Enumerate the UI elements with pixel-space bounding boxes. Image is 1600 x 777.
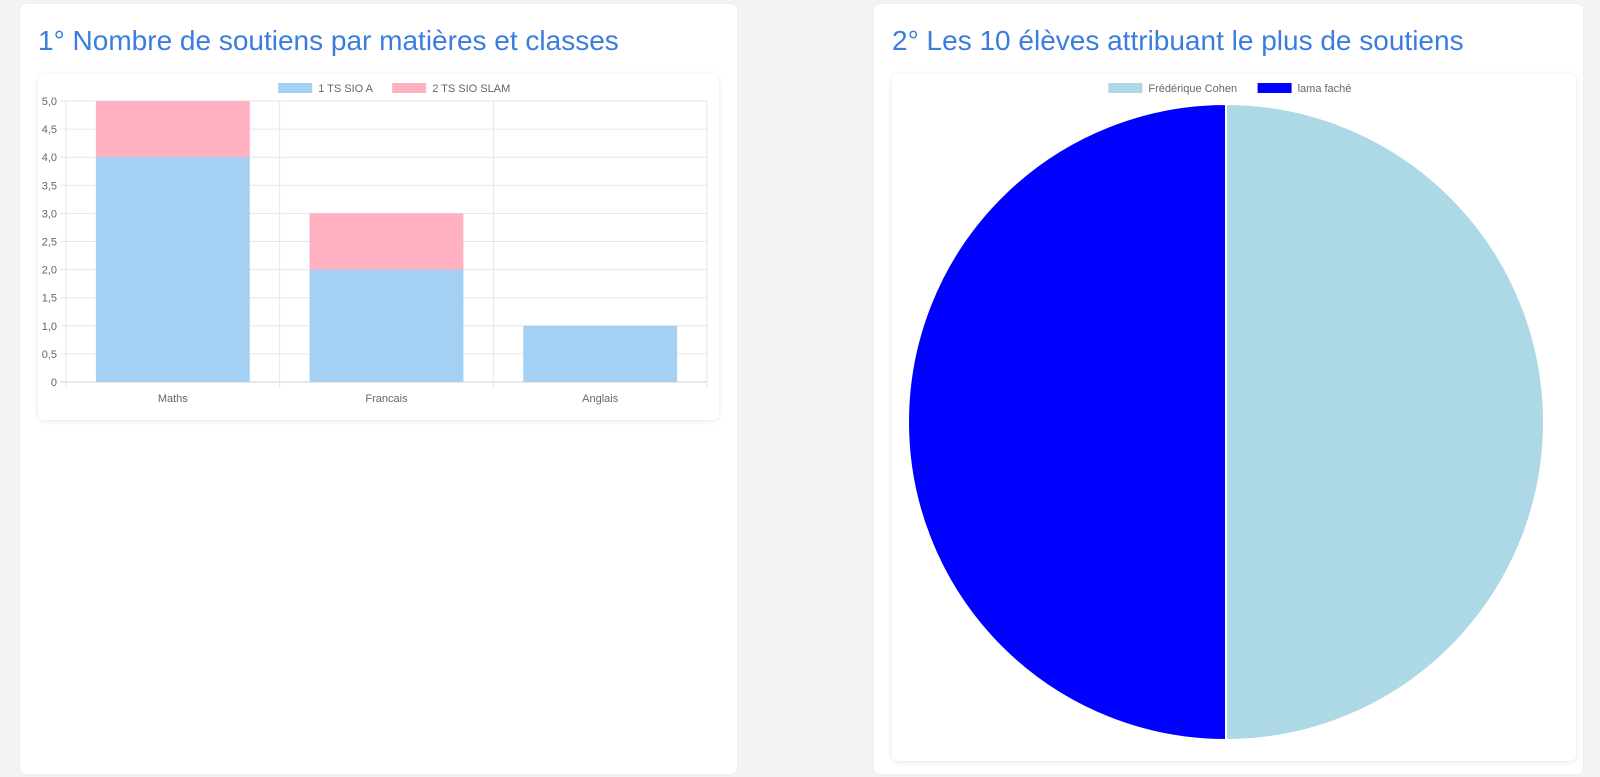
legend-label: Frédérique Cohen: [1148, 83, 1237, 95]
legend-swatch: [1257, 83, 1292, 93]
y-tick-label: 5,0: [42, 96, 57, 108]
y-tick-label: 1,0: [42, 321, 57, 333]
x-tick-label: Anglais: [582, 393, 619, 405]
panel-title: 1° Nombre de soutiens par matières et cl…: [38, 25, 619, 56]
y-tick-label: 0: [51, 377, 57, 389]
bar-segment: [309, 269, 464, 382]
bar-segment: [309, 213, 464, 270]
y-tick-label: 3,0: [42, 208, 57, 220]
panel-eleves-soutiens: 2° Les 10 élèves attribuant le plus de s…: [874, 4, 1583, 774]
legend-swatch: [392, 83, 427, 93]
legend-label: 2 TS SIO SLAM: [432, 83, 510, 95]
x-tick-label: Francais: [365, 393, 408, 405]
pie-chart-container: Frédérique Cohen lama faché: [892, 74, 1576, 761]
y-tick-label: 0,5: [42, 349, 57, 361]
y-tick-label: 1,5: [42, 293, 57, 305]
x-tick-label: Maths: [158, 393, 188, 405]
panel-title: 2° Les 10 élèves attribuant le plus de s…: [892, 25, 1464, 56]
y-tick-label: 2,5: [42, 237, 57, 249]
legend-swatch: [1108, 83, 1143, 93]
y-tick-label: 4,5: [42, 124, 57, 136]
panel-soutiens-matieres: 1° Nombre de soutiens par matières et cl…: [20, 4, 737, 774]
pie-slice: [907, 102, 1227, 742]
legend-label: lama faché: [1298, 83, 1352, 95]
legend-swatch: [278, 83, 313, 93]
pie-chart: Frédérique Cohen lama faché: [907, 83, 1545, 742]
pie-slice: [1225, 102, 1545, 742]
y-tick-label: 3,5: [42, 180, 57, 192]
bar-segment: [523, 325, 678, 382]
legend-label: 1 TS SIO A: [318, 83, 373, 95]
bar-chart: 1 TS SIO A 2 TS SIO SLAM 0 0,5 1,0 1,5 2,0 2,5 3…: [42, 83, 708, 405]
bar-segment: [95, 157, 250, 382]
bar-chart-container: 1 TS SIO A 2 TS SIO SLAM 0 0,5 1,0 1,5 2,0 2,5 3…: [38, 74, 719, 420]
y-tick-label: 2,0: [42, 265, 57, 277]
bar-segment: [95, 101, 250, 158]
y-tick-label: 4,0: [42, 152, 57, 164]
